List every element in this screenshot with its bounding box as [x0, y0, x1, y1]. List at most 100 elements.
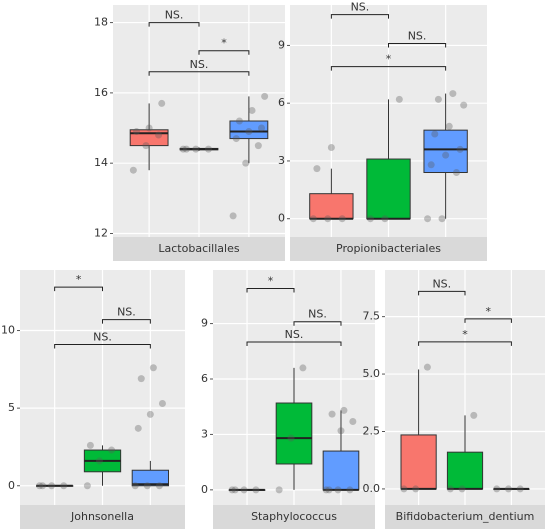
y-tick-label: 5 — [8, 401, 15, 414]
point — [327, 143, 335, 151]
point — [248, 106, 256, 114]
significance-bracket — [330, 14, 389, 19]
point — [155, 482, 163, 490]
strip — [213, 505, 375, 529]
point — [322, 486, 330, 494]
point — [427, 161, 435, 169]
box — [446, 451, 484, 490]
y-tick-label: 10 — [1, 324, 15, 337]
significance-label: * — [386, 53, 392, 66]
point — [424, 215, 432, 223]
point — [129, 166, 137, 174]
box — [309, 193, 354, 220]
y-tick-label: 7.5 — [363, 310, 381, 323]
point — [395, 95, 403, 103]
point — [438, 215, 446, 223]
y-tick-label: 0 — [201, 483, 208, 496]
box — [275, 402, 313, 465]
significance-label: NS. — [351, 1, 370, 14]
point — [431, 130, 439, 138]
point — [229, 212, 237, 220]
significance-label: NS. — [93, 331, 112, 344]
y-tick-label: 0 — [278, 212, 285, 225]
strip-title: Lactobacillales — [158, 242, 239, 255]
y-tick-label: 3 — [278, 154, 285, 167]
point — [275, 486, 283, 494]
point — [95, 457, 103, 465]
significance-label: * — [462, 328, 468, 341]
point — [324, 215, 332, 223]
strip-title: Bifidobacterium_dentium — [396, 510, 535, 523]
point — [446, 485, 454, 493]
significance-label: NS. — [432, 277, 451, 290]
point — [349, 417, 357, 425]
point — [60, 482, 68, 490]
point — [242, 159, 250, 167]
point — [412, 485, 420, 493]
y-tick-label: 9 — [278, 38, 285, 51]
point — [254, 142, 262, 150]
y-tick-label: 18 — [94, 16, 108, 29]
point — [334, 486, 342, 494]
point — [458, 485, 466, 493]
point — [445, 122, 453, 130]
point — [39, 482, 47, 490]
significance-bracket — [246, 287, 295, 293]
point — [460, 101, 468, 109]
point — [252, 486, 260, 494]
significance-bracket — [464, 318, 512, 323]
y-tick-label: 6 — [201, 372, 208, 385]
point — [146, 410, 154, 418]
strip — [113, 237, 285, 261]
point — [231, 486, 239, 494]
significance-label: * — [221, 37, 227, 50]
point — [366, 215, 374, 223]
point — [346, 486, 354, 494]
significance-bracket — [388, 43, 447, 48]
y-tick-label: 2.5 — [363, 424, 381, 437]
point — [257, 124, 265, 132]
significance-bracket — [198, 50, 250, 55]
point — [179, 145, 187, 153]
box — [366, 158, 411, 220]
point — [493, 485, 501, 493]
point — [245, 128, 253, 136]
significance-label: * — [76, 273, 82, 286]
point — [434, 95, 442, 103]
point — [309, 215, 317, 223]
box — [322, 450, 360, 491]
point — [158, 399, 166, 407]
y-tick-label: 12 — [94, 226, 108, 239]
point — [456, 145, 464, 153]
y-tick-label: 6 — [278, 96, 285, 109]
significance-bracket — [148, 22, 200, 27]
point — [299, 364, 307, 372]
point — [470, 411, 478, 419]
box — [131, 469, 169, 487]
point — [182, 145, 190, 153]
significance-bracket — [330, 66, 447, 71]
point — [137, 375, 145, 383]
y-tick-label: 9 — [201, 317, 208, 330]
y-tick-label: 3 — [201, 427, 208, 440]
significance-label: NS. — [190, 58, 209, 71]
y-tick-label: 0 — [8, 479, 15, 492]
strip-title: Staphylococcus — [251, 510, 337, 523]
point — [131, 482, 139, 490]
y-tick-label: 16 — [94, 86, 108, 99]
point — [328, 410, 336, 418]
significance-bracket — [418, 290, 466, 296]
box — [229, 120, 269, 140]
point — [158, 99, 166, 107]
strip — [385, 505, 545, 529]
strip-title: Johnsonella — [70, 510, 134, 523]
point — [133, 128, 141, 136]
point — [235, 117, 243, 125]
significance-label: NS. — [285, 328, 304, 341]
point — [325, 486, 333, 494]
point — [86, 441, 94, 449]
point — [48, 482, 56, 490]
significance-bracket — [293, 321, 342, 326]
point — [287, 434, 295, 442]
